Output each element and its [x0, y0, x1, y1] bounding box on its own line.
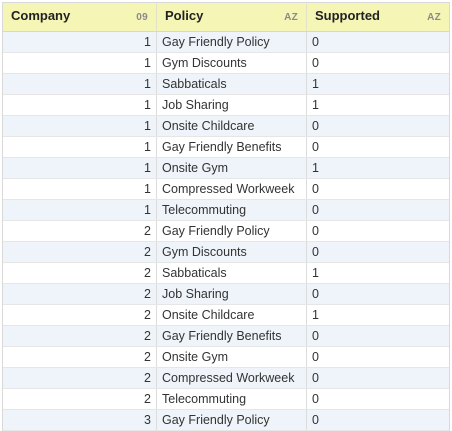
- cell-company[interactable]: 1: [3, 116, 157, 136]
- cell-supported[interactable]: 0: [312, 245, 319, 259]
- cell-company[interactable]: 3: [3, 410, 157, 430]
- cell-company[interactable]: 1: [3, 95, 157, 115]
- cell-supported[interactable]: 0: [312, 140, 319, 154]
- table-row[interactable]: 2 Onsite Childcare 1: [3, 305, 449, 326]
- cell-supported[interactable]: 0: [312, 329, 319, 343]
- column-header-label: Supported: [315, 8, 380, 23]
- cell-supported[interactable]: 1: [312, 266, 319, 280]
- cell-company[interactable]: 2: [3, 368, 157, 388]
- cell-company[interactable]: 2: [3, 305, 157, 325]
- cell-policy[interactable]: Job Sharing: [157, 284, 307, 304]
- cell-policy[interactable]: Onsite Childcare: [157, 305, 307, 325]
- cell-company[interactable]: 1: [3, 32, 157, 52]
- cell-company[interactable]: 1: [3, 179, 157, 199]
- column-header-label: Policy: [165, 8, 204, 23]
- cell-policy[interactable]: Telecommuting: [157, 389, 307, 409]
- cell-policy[interactable]: Compressed Workweek: [157, 368, 307, 388]
- cell-policy[interactable]: Sabbaticals: [157, 74, 307, 94]
- grid-header-row: Company 09 Policy AZ Supported AZ: [3, 3, 449, 32]
- table-row[interactable]: 2 Gay Friendly Benefits 0: [3, 326, 449, 347]
- cell-policy[interactable]: Onsite Gym: [157, 347, 307, 367]
- table-row[interactable]: 1 Onsite Gym 1: [3, 158, 449, 179]
- text-type-icon: AZ: [284, 12, 298, 23]
- cell-company[interactable]: 2: [3, 284, 157, 304]
- cell-policy[interactable]: Gay Friendly Benefits: [157, 326, 307, 346]
- cell-company[interactable]: 2: [3, 242, 157, 262]
- cell-supported[interactable]: 1: [312, 161, 319, 175]
- table-row[interactable]: 1 Compressed Workweek 0: [3, 179, 449, 200]
- cell-company[interactable]: 1: [3, 74, 157, 94]
- text-type-icon: AZ: [427, 12, 441, 23]
- cell-company[interactable]: 2: [3, 347, 157, 367]
- table-row[interactable]: 2 Job Sharing 0: [3, 284, 449, 305]
- cell-supported[interactable]: 1: [312, 98, 319, 112]
- cell-supported[interactable]: 1: [312, 308, 319, 322]
- cell-supported[interactable]: 0: [312, 287, 319, 301]
- cell-company[interactable]: 1: [3, 137, 157, 157]
- table-row[interactable]: 1 Telecommuting 0: [3, 200, 449, 221]
- column-header-company[interactable]: Company 09: [3, 3, 157, 31]
- cell-supported[interactable]: 0: [312, 224, 319, 238]
- cell-policy[interactable]: Gay Friendly Policy: [157, 32, 307, 52]
- cell-policy[interactable]: Gym Discounts: [157, 242, 307, 262]
- table-row[interactable]: 2 Gay Friendly Policy 0: [3, 221, 449, 242]
- table-row[interactable]: 1 Sabbaticals 1: [3, 74, 449, 95]
- cell-supported[interactable]: 0: [312, 119, 319, 133]
- table-row[interactable]: 1 Gay Friendly Policy 0: [3, 32, 449, 53]
- table-row[interactable]: 3 Gay Friendly Policy 0: [3, 410, 449, 431]
- cell-supported[interactable]: 0: [312, 56, 319, 70]
- cell-supported[interactable]: 0: [312, 182, 319, 196]
- cell-policy[interactable]: Telecommuting: [157, 200, 307, 220]
- cell-policy[interactable]: Compressed Workweek: [157, 179, 307, 199]
- cell-supported[interactable]: 0: [312, 413, 319, 427]
- table-row[interactable]: 1 Gay Friendly Benefits 0: [3, 137, 449, 158]
- cell-policy[interactable]: Onsite Childcare: [157, 116, 307, 136]
- cell-policy[interactable]: Gay Friendly Policy: [157, 221, 307, 241]
- cell-policy[interactable]: Gay Friendly Benefits: [157, 137, 307, 157]
- cell-company[interactable]: 1: [3, 158, 157, 178]
- cell-company[interactable]: 2: [3, 263, 157, 283]
- cell-supported[interactable]: 0: [312, 392, 319, 406]
- cell-policy[interactable]: Job Sharing: [157, 95, 307, 115]
- cell-policy[interactable]: Onsite Gym: [157, 158, 307, 178]
- column-header-supported[interactable]: Supported AZ: [307, 3, 449, 31]
- cell-policy[interactable]: Gay Friendly Policy: [157, 410, 307, 430]
- cell-supported[interactable]: 1: [312, 77, 319, 91]
- cell-company[interactable]: 2: [3, 326, 157, 346]
- grid-body: 1 Gay Friendly Policy 0 1 Gym Discounts 0 1 Sab…: [3, 32, 449, 431]
- cell-supported[interactable]: 0: [312, 371, 319, 385]
- cell-supported[interactable]: 0: [312, 350, 319, 364]
- table-row[interactable]: 1 Job Sharing 1: [3, 95, 449, 116]
- column-header-label: Company: [11, 8, 71, 23]
- cell-policy[interactable]: Sabbaticals: [157, 263, 307, 283]
- cell-supported[interactable]: 0: [312, 35, 319, 49]
- cell-company[interactable]: 2: [3, 221, 157, 241]
- table-row[interactable]: 1 Onsite Childcare 0: [3, 116, 449, 137]
- cell-policy[interactable]: Gym Discounts: [157, 53, 307, 73]
- numeric-type-icon: 09: [136, 12, 148, 23]
- cell-company[interactable]: 2: [3, 389, 157, 409]
- column-header-policy[interactable]: Policy AZ: [157, 3, 307, 31]
- table-row[interactable]: 2 Compressed Workweek 0: [3, 368, 449, 389]
- cell-supported[interactable]: 0: [312, 203, 319, 217]
- cell-company[interactable]: 1: [3, 53, 157, 73]
- table-row[interactable]: 2 Sabbaticals 1: [3, 263, 449, 284]
- table-row[interactable]: 2 Telecommuting 0: [3, 389, 449, 410]
- table-row[interactable]: 2 Onsite Gym 0: [3, 347, 449, 368]
- table-row[interactable]: 2 Gym Discounts 0: [3, 242, 449, 263]
- table-row[interactable]: 1 Gym Discounts 0: [3, 53, 449, 74]
- cell-company[interactable]: 1: [3, 200, 157, 220]
